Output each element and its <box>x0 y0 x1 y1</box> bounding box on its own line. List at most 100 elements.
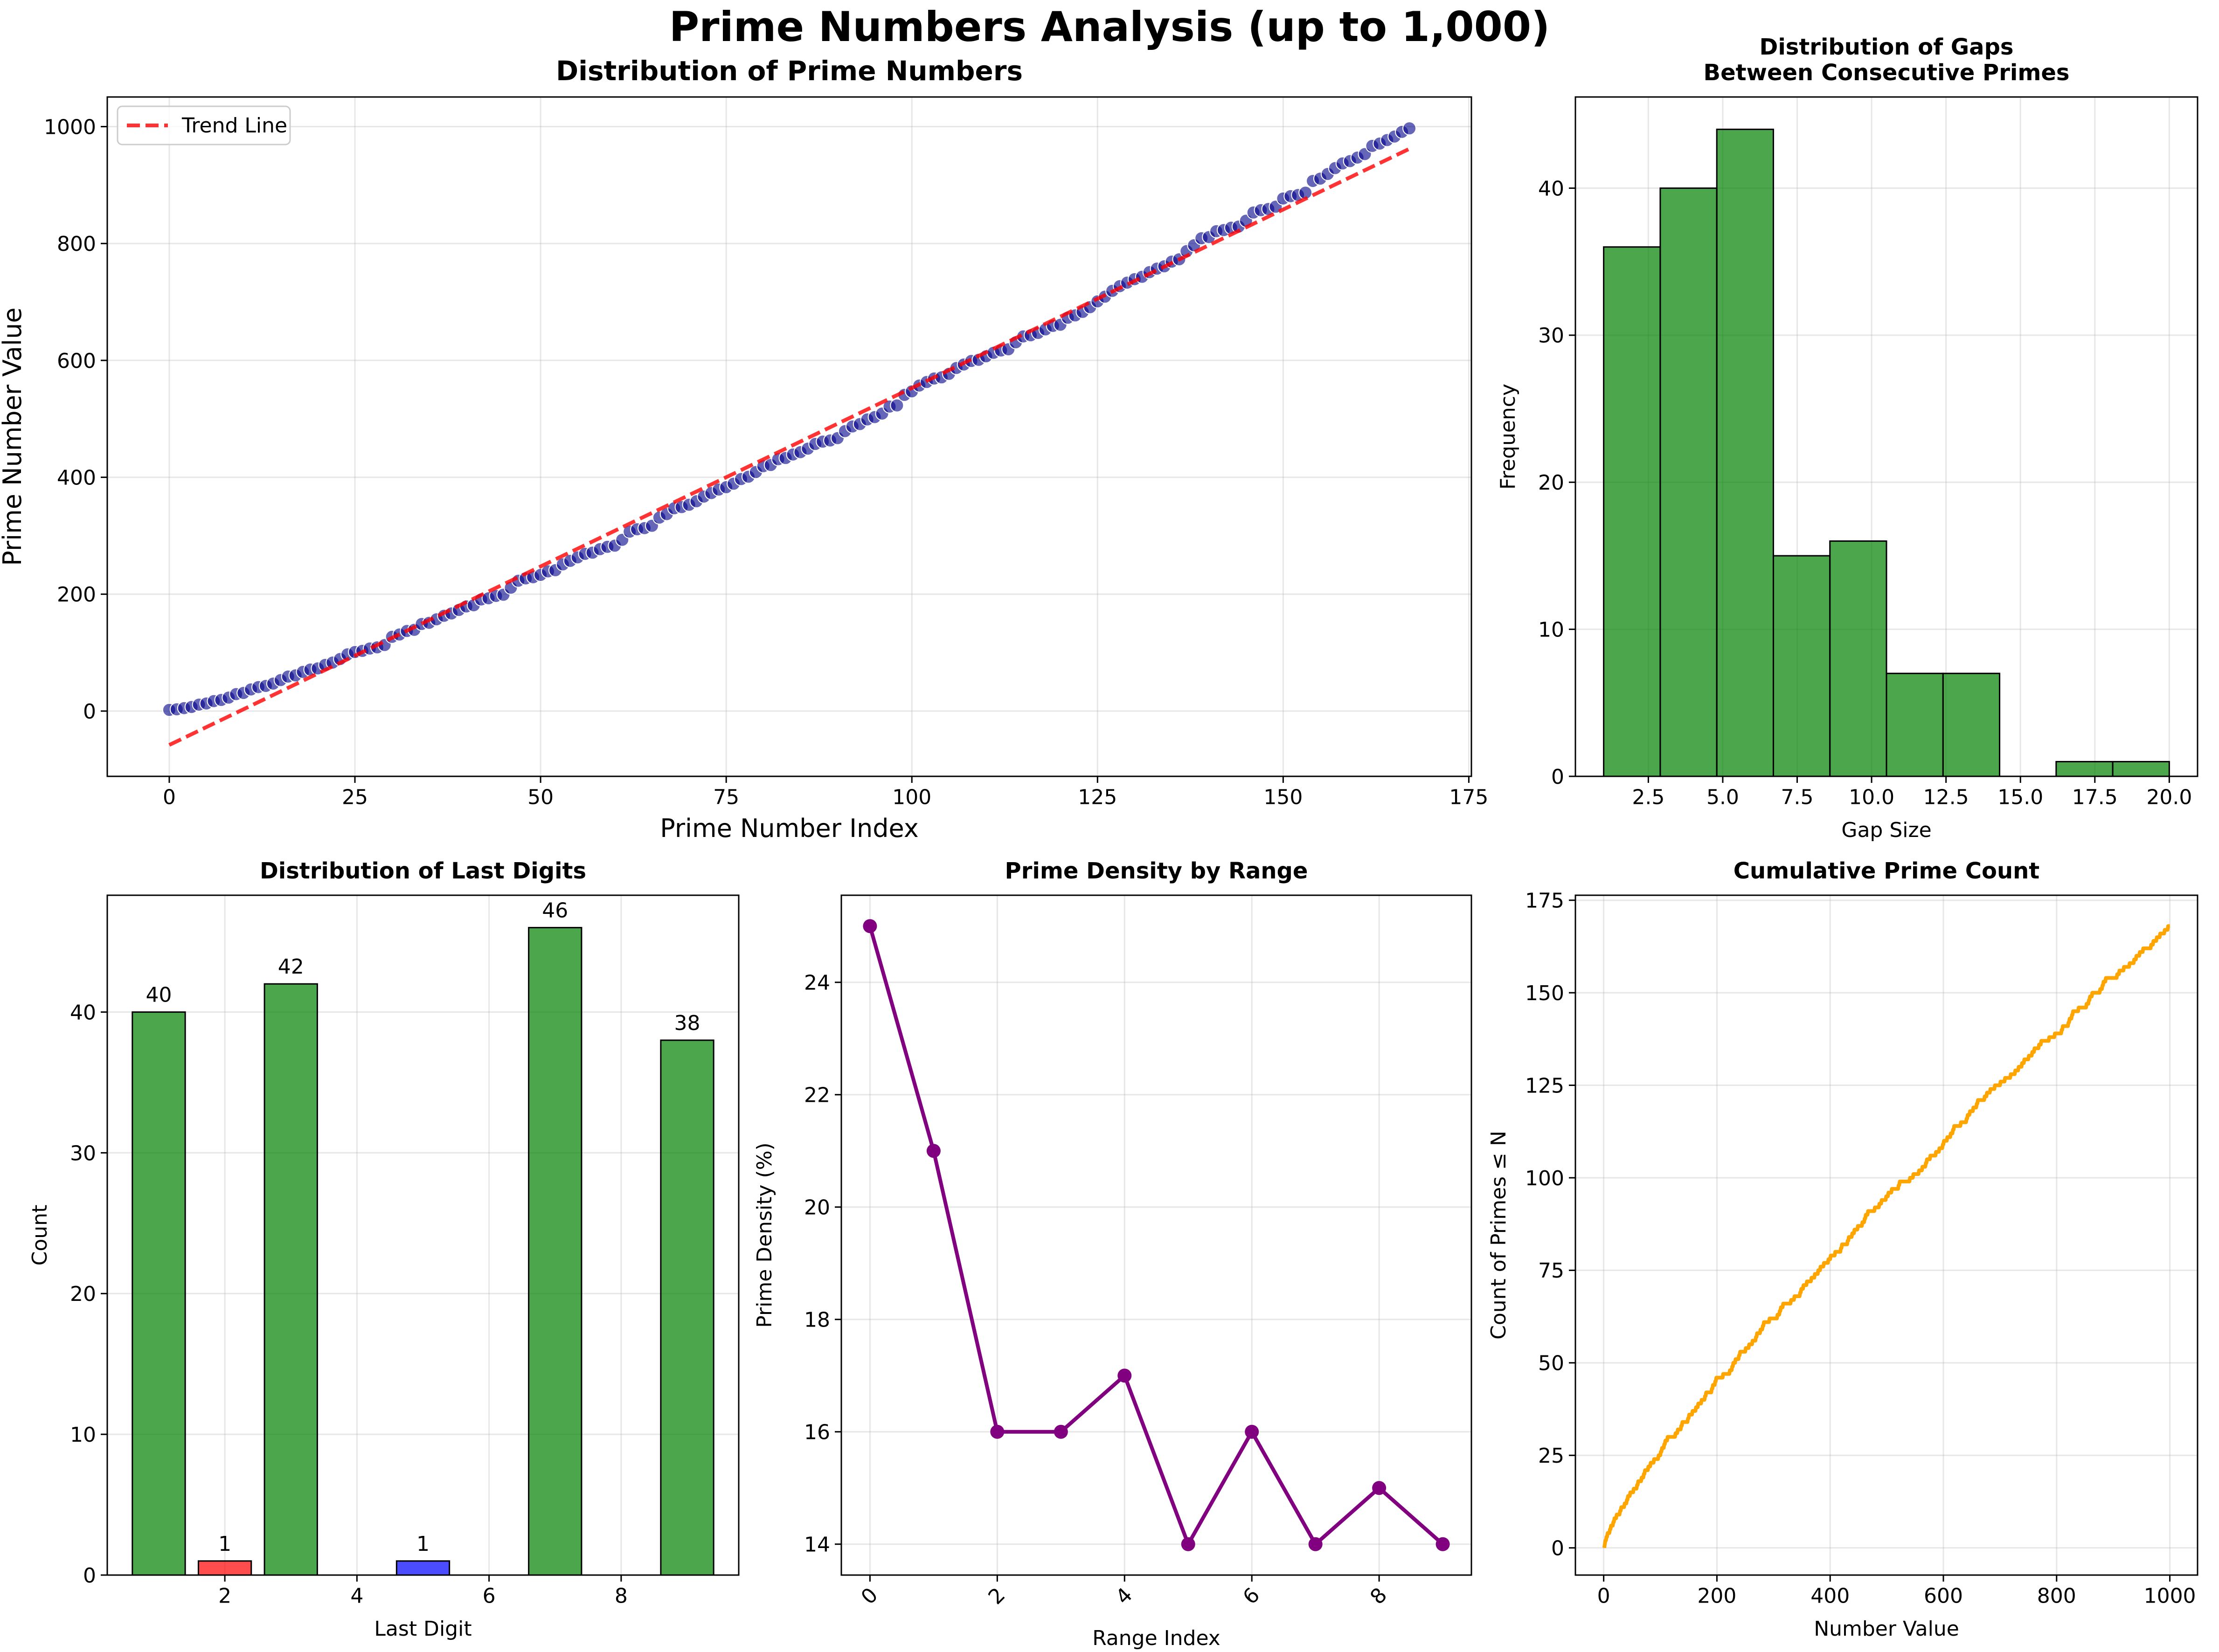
cumulative-count-chart: 0 200 400 600 800 1000 0 25 50 75 100 125 150 175 Cumu… <box>1487 858 2198 1641</box>
x-tick-label: 100 <box>892 785 931 809</box>
x-tick-label: 0 <box>163 785 176 809</box>
x-tick-label: 1000 <box>2144 1584 2196 1608</box>
prime-point <box>1402 121 1417 136</box>
x-tick-label: 0 <box>1597 1584 1610 1608</box>
x-tick-label: 150 <box>1263 785 1303 809</box>
axes: 2 4 6 8 0 10 20 30 40 <box>70 1001 628 1608</box>
bar-value-label: 38 <box>674 1011 700 1035</box>
histogram-bar <box>1716 128 1774 777</box>
bar-value-label: 1 <box>218 1532 231 1556</box>
y-axis-label: Prime Number Value <box>0 307 27 566</box>
density-point <box>1308 1537 1323 1551</box>
x-tick-label: 125 <box>1078 785 1117 809</box>
prime-scatter-chart: 0 25 50 75 100 125 150 175 0 200 400 600 800 1000 Dist… <box>0 55 1488 843</box>
y-tick-label: 0 <box>83 700 96 724</box>
cumulative-line <box>1602 924 2171 1548</box>
histogram-bar <box>1772 555 1831 777</box>
histogram-bars <box>1603 128 2170 777</box>
plot-frame <box>1574 96 2198 777</box>
x-tick-label: 2 <box>218 1584 231 1608</box>
digit-bar <box>132 1011 186 1576</box>
histogram-bar <box>1886 672 1944 777</box>
chart-title-line: Distribution of Gaps <box>1759 34 2013 60</box>
x-tick-label: 17.5 <box>2072 785 2118 809</box>
x-tick-label: 4 <box>350 1584 363 1608</box>
y-axis-label: Frequency <box>1496 384 1520 490</box>
y-tick-label: 150 <box>1525 982 1564 1005</box>
y-tick-label: 10 <box>1538 618 1564 642</box>
y-tick-label: 125 <box>1525 1074 1564 1098</box>
digit-bars: 40 1 42 1 46 38 <box>132 899 714 1576</box>
x-axis-label: Range Index <box>1092 1626 1220 1650</box>
histogram-bar <box>1659 187 1718 777</box>
y-tick-label: 25 <box>1538 1444 1564 1468</box>
y-tick-label: 0 <box>83 1564 96 1588</box>
y-tick-label: 14 <box>804 1533 830 1557</box>
density-point <box>1435 1537 1450 1551</box>
y-tick-label: 20 <box>70 1282 96 1306</box>
digit-bar <box>528 926 582 1576</box>
y-tick-label: 400 <box>57 466 96 490</box>
axes: 0 25 50 75 100 125 150 175 0 200 400 600 800 1000 <box>44 115 1488 809</box>
y-tick-label: 20 <box>1538 471 1564 495</box>
grid <box>107 97 1471 776</box>
chart-title-line: Between Consecutive Primes <box>1704 60 2070 86</box>
x-tick-label: 175 <box>1449 785 1488 809</box>
y-tick-label: 175 <box>1525 889 1564 913</box>
density-point <box>1181 1537 1195 1551</box>
histogram-bar <box>2055 760 2114 777</box>
x-tick-label: 20.0 <box>2146 785 2192 809</box>
x-axis-label: Last Digit <box>374 1617 472 1641</box>
y-tick-label: 200 <box>57 583 96 607</box>
axes: 0 200 400 600 800 1000 0 25 50 75 100 125 150 175 <box>1525 889 2196 1608</box>
x-tick-label: 50 <box>527 785 554 809</box>
histogram-bar <box>1603 246 1661 777</box>
y-tick-label: 1000 <box>44 115 96 139</box>
x-tick-label: 8 <box>615 1584 628 1608</box>
chart-title: Distribution of Last Digits <box>260 858 586 884</box>
gap-histogram-chart: 2.5 5.0 7.5 10.0 12.5 15.0 17.5 20.0 0 10 20 30 40 Di… <box>1496 34 2198 842</box>
y-tick-label: 18 <box>804 1308 830 1332</box>
x-tick-label: 800 <box>2037 1584 2076 1608</box>
density-point <box>1054 1424 1068 1439</box>
y-tick-label: 0 <box>1551 765 1564 789</box>
y-tick-label: 22 <box>804 1084 830 1107</box>
y-tick-label: 75 <box>1538 1259 1564 1283</box>
y-tick-label: 40 <box>1538 177 1564 200</box>
x-tick-label: 12.5 <box>1923 785 1969 809</box>
chart-title: Distribution of Gaps Between Consecutive … <box>1704 34 2070 86</box>
x-tick-label: 10.0 <box>1849 785 1894 809</box>
x-axis-label: Gap Size <box>1841 818 1931 842</box>
trend-line <box>168 147 1410 747</box>
y-tick-label: 800 <box>57 232 96 256</box>
axes: 2.5 5.0 7.5 10.0 12.5 15.0 17.5 20.0 0 10 20 30 40 <box>1538 177 2192 809</box>
plot-frame <box>840 894 1472 1576</box>
x-tick-label: 7.5 <box>1781 785 1814 809</box>
x-tick-label: 25 <box>342 785 368 809</box>
y-tick-label: 30 <box>1538 324 1564 348</box>
digit-bar <box>395 1560 451 1576</box>
plot-frame <box>106 96 1472 777</box>
plot-frame <box>106 894 740 1576</box>
density-point <box>863 919 877 933</box>
legend-box <box>117 105 291 145</box>
chart-title: Distribution of Prime Numbers <box>556 55 1023 87</box>
plot-frame <box>1574 894 2198 1576</box>
y-tick-label: 50 <box>1538 1352 1564 1376</box>
histogram-bar <box>1829 540 1887 777</box>
y-tick-label: 600 <box>57 349 96 373</box>
y-axis-label: Prime Density (%) <box>753 1142 777 1327</box>
x-tick-label: 400 <box>1810 1584 1850 1608</box>
x-axis-label: Number Value <box>1814 1617 1959 1641</box>
y-tick-label: 100 <box>1525 1167 1564 1190</box>
density-point <box>1117 1369 1132 1383</box>
bar-value-label: 46 <box>542 899 568 922</box>
x-tick-label: 75 <box>713 785 739 809</box>
y-axis-label: Count of Primes ≤ N <box>1487 1131 1511 1340</box>
x-tick-label: 2.5 <box>1632 785 1664 809</box>
chart-title: Cumulative Prime Count <box>1734 858 2039 884</box>
y-tick-label: 10 <box>70 1423 96 1447</box>
density-point <box>990 1424 1005 1439</box>
